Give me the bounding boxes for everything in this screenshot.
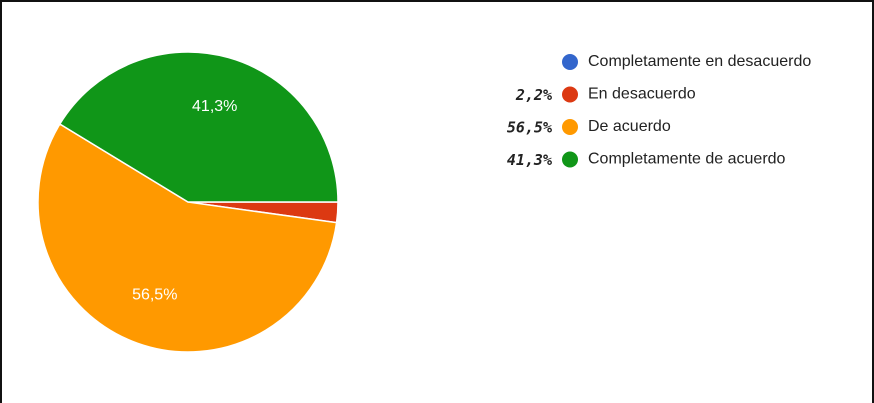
legend-label: Completamente en desacuerdo <box>588 53 811 70</box>
legend-note: 2,2% <box>515 86 552 104</box>
legend-swatch <box>562 151 578 168</box>
legend-swatch <box>562 119 578 135</box>
legend-note: 41,3% <box>507 151 552 169</box>
legend-swatch <box>562 86 578 103</box>
legend-label: Completamente de acuerdo <box>588 151 786 168</box>
legend-note: 56,5% <box>507 119 552 137</box>
pie-slice <box>58 51 339 203</box>
legend-label: En desacuerdo <box>588 86 696 103</box>
legend-swatch <box>562 54 578 70</box>
slice-label: 56,5% <box>132 286 177 303</box>
slice-label: 41,3% <box>192 98 237 115</box>
legend-label: De acuerdo <box>588 118 671 135</box>
pie-slice <box>37 122 338 353</box>
